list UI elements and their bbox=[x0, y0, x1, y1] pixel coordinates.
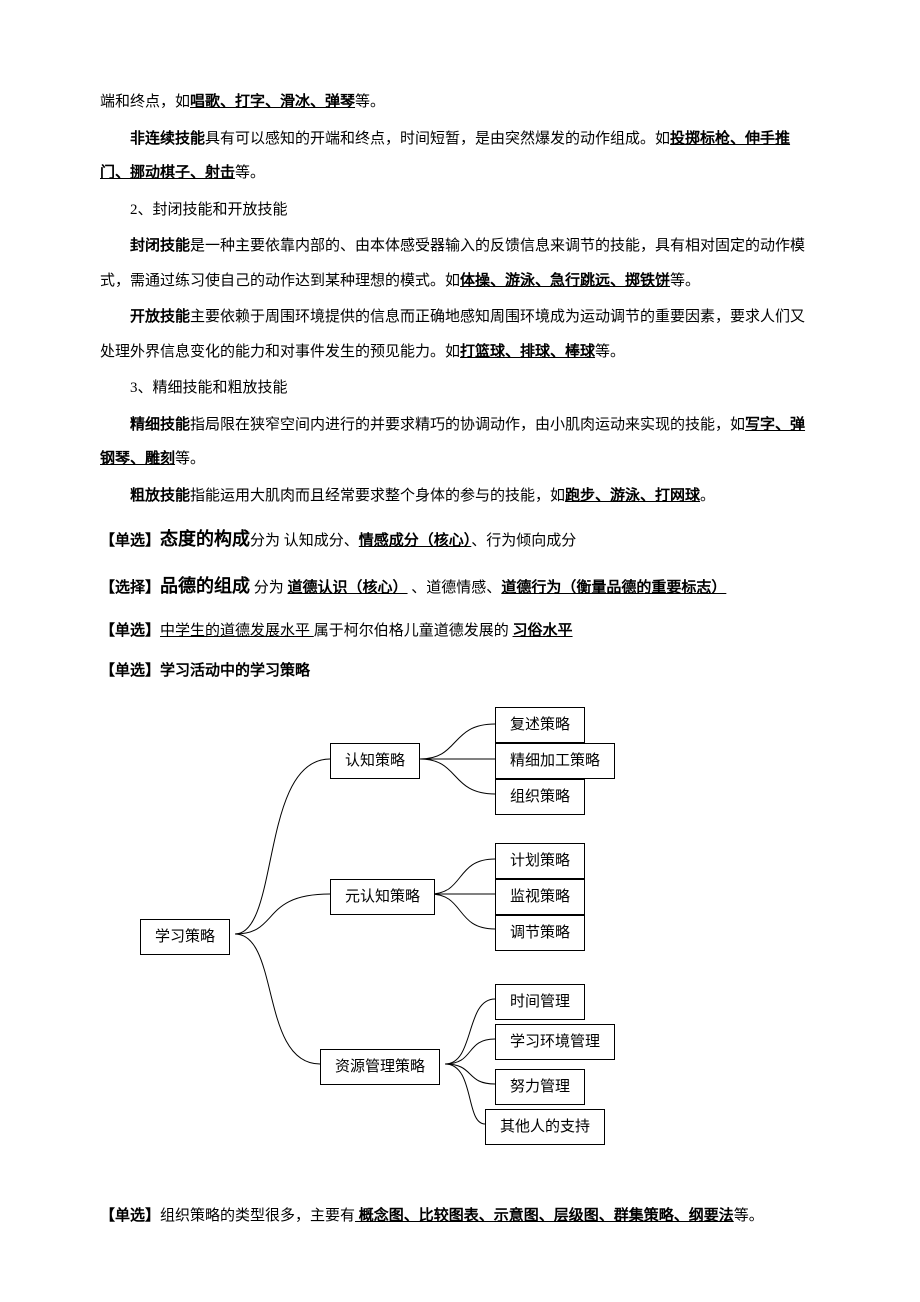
text: 。 bbox=[700, 488, 715, 504]
diagram-branch-metacognitive: 元认知策略 bbox=[330, 879, 435, 916]
question-tag: 【单选】 bbox=[100, 623, 160, 639]
text: 组织策略的类型很多，主要有 bbox=[160, 1208, 355, 1224]
learning-strategy-diagram: 学习策略 认知策略 元认知策略 资源管理策略 复述策略 精细加工策略 组织策略 … bbox=[130, 699, 660, 1169]
subheading-fine-gross: 3、精细技能和粗放技能 bbox=[100, 371, 820, 406]
text: 等。 bbox=[175, 451, 205, 467]
term: 非连续技能 bbox=[130, 131, 205, 147]
diagram-leaf: 复述策略 bbox=[495, 707, 585, 744]
question-tag: 【单选】 bbox=[100, 663, 160, 679]
question-tag: 【单选】 bbox=[100, 533, 160, 549]
diagram-leaf: 其他人的支持 bbox=[485, 1109, 605, 1146]
text: 等。 bbox=[734, 1208, 764, 1224]
diagram-leaf: 调节策略 bbox=[495, 915, 585, 952]
question-title: 态度的构成 bbox=[160, 529, 250, 549]
term: 粗放技能 bbox=[130, 488, 190, 504]
term: 开放技能 bbox=[130, 309, 190, 325]
diagram-branch-cognitive: 认知策略 bbox=[330, 743, 420, 780]
term: 精细技能 bbox=[130, 417, 190, 433]
text: 3、精细技能和粗放技能 bbox=[130, 380, 288, 396]
diagram-leaf: 学习环境管理 bbox=[495, 1024, 615, 1061]
text: 属于柯尔伯格儿童道德发展的 bbox=[314, 623, 513, 639]
paragraph-open-skill: 开放技能主要依赖于周围环境提供的信息而正确地感知周围环境成为运动调节的重要因素，… bbox=[100, 300, 820, 369]
diagram-branch-resource: 资源管理策略 bbox=[320, 1049, 440, 1086]
diagram-leaf: 监视策略 bbox=[495, 879, 585, 916]
text: 分为 bbox=[250, 580, 288, 596]
underline-text: 道德认识（核心） bbox=[288, 580, 408, 596]
underline-text: 跑步、游泳、打网球 bbox=[565, 488, 700, 504]
underline-text: 概念图、比较图表、示意图、层级图、群集策略、纲要法 bbox=[355, 1208, 734, 1224]
question-attitude: 【单选】态度的构成分为 认知成分、情感成分（核心）、行为倾向成分 bbox=[100, 519, 820, 560]
diagram-root: 学习策略 bbox=[140, 919, 230, 956]
diagram-leaf: 努力管理 bbox=[495, 1069, 585, 1106]
text: 等。 bbox=[670, 273, 700, 289]
question-organization-strategy: 【单选】组织策略的类型很多，主要有 概念图、比较图表、示意图、层级图、群集策略、… bbox=[100, 1199, 820, 1234]
question-tag: 【单选】 bbox=[100, 1208, 160, 1224]
text: 具有可以感知的开端和终点，时间短暂，是由突然爆发的动作组成。如 bbox=[205, 131, 670, 147]
paragraph-gross-skill: 粗放技能指能运用大肌肉而且经常要求整个身体的参与的技能，如跑步、游泳、打网球。 bbox=[100, 479, 820, 514]
subheading-closed-open: 2、封闭技能和开放技能 bbox=[100, 193, 820, 228]
question-tag: 【选择】 bbox=[100, 580, 160, 596]
text: 2、封闭技能和开放技能 bbox=[130, 202, 288, 218]
text: 、行为倾向成分 bbox=[471, 533, 576, 549]
paragraph-closed-skill: 封闭技能是一种主要依靠内部的、由本体感受器输入的反馈信息来调节的技能，具有相对固… bbox=[100, 229, 820, 298]
diagram-leaf: 组织策略 bbox=[495, 779, 585, 816]
paragraph-continuation: 端和终点，如唱歌、打字、滑冰、弹琴等。 bbox=[100, 85, 820, 120]
underline-text: 体操、游泳、急行跳远、掷铁饼 bbox=[460, 273, 670, 289]
diagram-leaf: 时间管理 bbox=[495, 984, 585, 1021]
text: 、道德情感、 bbox=[408, 580, 502, 596]
underline-text: 情感成分（核心） bbox=[359, 533, 472, 549]
text: 分为 认知成分、 bbox=[250, 533, 359, 549]
question-morality: 【选择】品德的组成 分为 道德认识（核心） 、道德情感、道德行为（衡量品德的重要… bbox=[100, 566, 820, 607]
diagram-leaf: 精细加工策略 bbox=[495, 743, 615, 780]
question-learning-strategy: 【单选】学习活动中的学习策略 bbox=[100, 654, 820, 689]
text: 主要依赖于周围环境提供的信息而正确地感知周围环境成为运动调节的重要因素，要求人们… bbox=[100, 309, 805, 360]
text: 等。 bbox=[235, 165, 265, 181]
question-moral-development: 【单选】中学生的道德发展水平 属于柯尔伯格儿童道德发展的 习俗水平 bbox=[100, 614, 820, 649]
underline-text: 道德行为（衡量品德的重要标志） bbox=[501, 580, 726, 596]
underline-text: 中学生的道德发展水平 bbox=[160, 623, 314, 639]
underline-text: 唱歌、打字、滑冰、弹琴 bbox=[190, 94, 355, 110]
text: 等。 bbox=[355, 94, 385, 110]
text: 指能运用大肌肉而且经常要求整个身体的参与的技能，如 bbox=[190, 488, 565, 504]
paragraph-fine-skill: 精细技能指局限在狭窄空间内进行的并要求精巧的协调动作，由小肌肉运动来实现的技能，… bbox=[100, 408, 820, 477]
question-title: 品德的组成 bbox=[160, 576, 250, 596]
underline-text: 打篮球、排球、棒球 bbox=[460, 344, 595, 360]
underline-text: 习俗水平 bbox=[513, 623, 573, 639]
diagram-leaf: 计划策略 bbox=[495, 843, 585, 880]
text: 端和终点，如 bbox=[100, 94, 190, 110]
term: 封闭技能 bbox=[130, 238, 190, 254]
text: 等。 bbox=[595, 344, 625, 360]
paragraph-noncontinuous-skill: 非连续技能具有可以感知的开端和终点，时间短暂，是由突然爆发的动作组成。如投掷标枪… bbox=[100, 122, 820, 191]
question-title: 学习活动中的学习策略 bbox=[160, 663, 310, 679]
text: 指局限在狭窄空间内进行的并要求精巧的协调动作，由小肌肉运动来实现的技能，如 bbox=[190, 417, 745, 433]
